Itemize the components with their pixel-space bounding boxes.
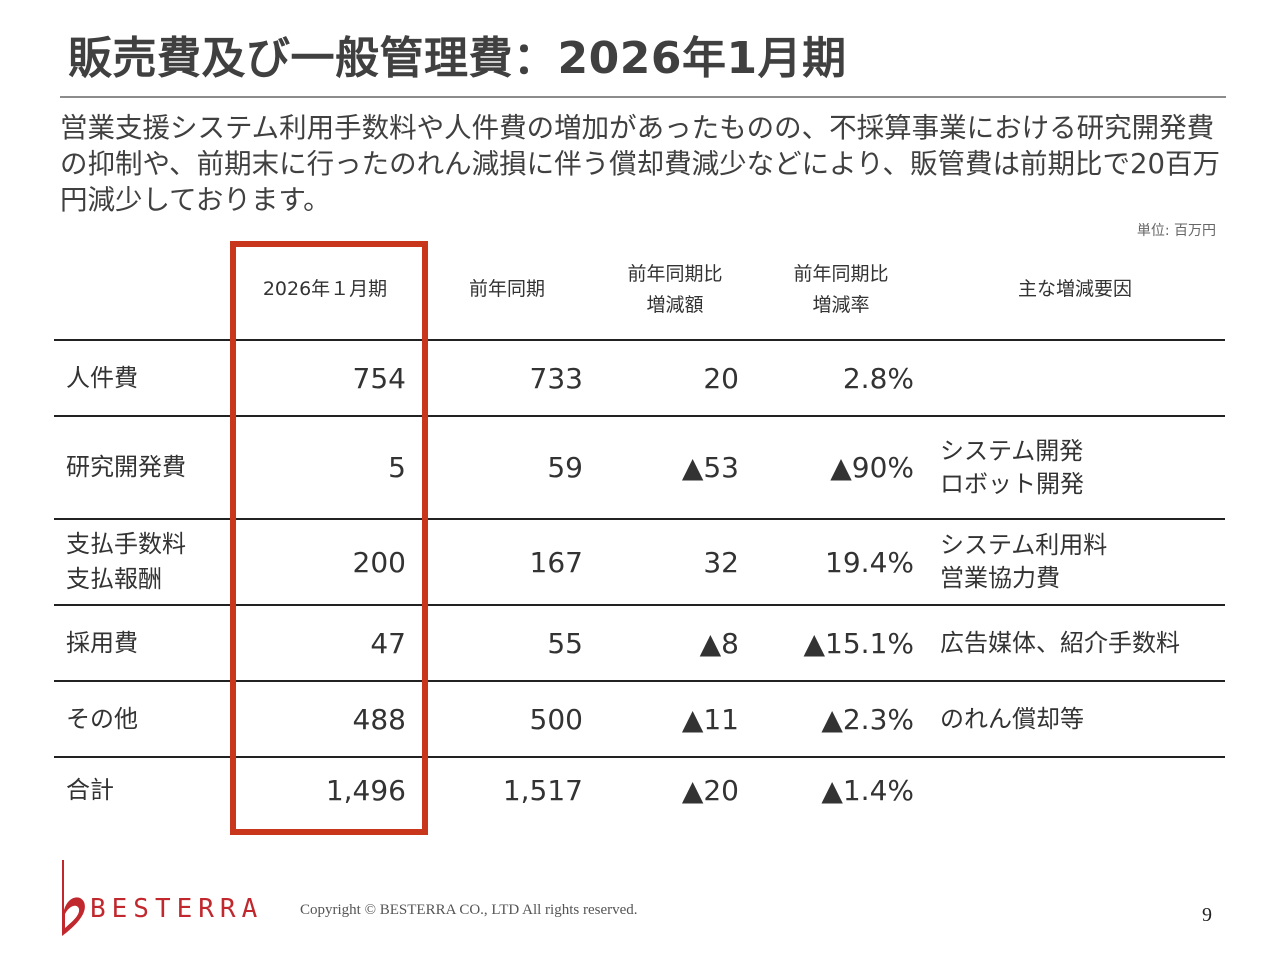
row-label-line2: 支払報酬 (66, 565, 162, 593)
cell-prior: 733 (529, 361, 583, 395)
table-row: その他 488 500 ▲11 ▲2.3% のれん償却等 (54, 680, 1225, 756)
cell-reason (940, 341, 1225, 415)
row-label: 支払手数料 支払報酬 (66, 520, 236, 604)
cell-diff: 20 (703, 361, 739, 395)
cell-prior: 500 (529, 702, 583, 736)
reason-line1: 広告媒体、紹介手数料 (940, 628, 1180, 657)
row-label: 人件費 (66, 341, 236, 415)
table-row: 研究開発費 5 59 ▲53 ▲90% システム開発 ロボット開発 (54, 415, 1225, 518)
reason-line2: ロボット開発 (940, 469, 1084, 498)
row-label-line1: 支払手数料 (66, 530, 186, 558)
reason-line1: システム開発 (940, 436, 1084, 465)
brand-text: BESTERRA (90, 894, 264, 924)
table-row-total: 合計 1,496 1,517 ▲20 ▲1.4% (54, 756, 1225, 822)
cell-reason: 広告媒体、紹介手数料 (940, 606, 1225, 680)
cell-diff: ▲53 (681, 451, 739, 484)
row-label-line1: 研究開発費 (66, 453, 186, 481)
cell-current: 47 (370, 626, 406, 660)
besterra-logo: BESTERRA (54, 858, 284, 944)
cell-diff: 32 (703, 545, 739, 579)
cell-reason: システム開発 ロボット開発 (940, 417, 1225, 518)
cell-prior: 1,517 (502, 773, 583, 807)
row-label: 合計 (66, 758, 236, 822)
current-period-highlight-box (230, 241, 428, 835)
cell-current: 1,496 (325, 773, 406, 807)
cell-prior: 55 (547, 626, 583, 660)
row-label: 研究開発費 (66, 417, 236, 518)
header-diff-line1: 前年同期比 (627, 262, 723, 285)
cell-prior: 59 (547, 451, 583, 484)
cell-current: 488 (352, 702, 406, 736)
page-number: 9 (1202, 904, 1212, 926)
row-label: その他 (66, 682, 236, 756)
row-label-line1: 採用費 (66, 628, 138, 657)
table-header-row: 2026年１月期 前年同期 前年同期比 増減額 前年同期比 増減率 主な増減要因 (54, 240, 1225, 339)
copyright-text: Copyright © BESTERRA CO., LTD All rights… (300, 902, 638, 918)
besterra-logo-icon (62, 860, 85, 936)
row-label-line1: 人件費 (66, 363, 138, 392)
header-rate-line2: 増減率 (812, 293, 870, 316)
cell-rate: 2.8% (842, 361, 914, 395)
cell-rate: ▲1.4% (821, 773, 914, 807)
cell-reason: のれん償却等 (940, 682, 1225, 756)
summary-text: 営業支援システム利用手数料や人件費の増加があったものの、不採算事業における研究開… (60, 112, 1221, 216)
cell-current: 200 (352, 545, 406, 579)
cell-diff: ▲8 (699, 626, 739, 660)
cell-reason: システム利用料 営業協力費 (940, 520, 1225, 604)
header-rate: 前年同期比 増減率 (766, 240, 916, 339)
header-diff: 前年同期比 増減額 (600, 240, 750, 339)
table-row: 採用費 47 55 ▲8 ▲15.1% 広告媒体、紹介手数料 (54, 604, 1225, 680)
cell-prior: 167 (529, 545, 583, 579)
cell-current: 5 (388, 451, 406, 484)
slide-title: 販売費及び一般管理費：2026年1月期 (68, 33, 847, 84)
cell-rate: ▲2.3% (821, 702, 914, 736)
cell-current: 754 (352, 361, 406, 395)
row-label: 採用費 (66, 606, 236, 680)
cell-rate: ▲15.1% (803, 626, 914, 660)
header-rate-line1: 前年同期比 (793, 262, 889, 285)
header-prior-period: 前年同期 (468, 278, 545, 300)
header-diff-line2: 増減額 (646, 293, 704, 316)
row-label-line1: 合計 (66, 775, 114, 804)
cell-reason (940, 758, 1225, 822)
reason-line1: のれん償却等 (940, 704, 1084, 733)
reason-line1: システム利用料 (940, 531, 1108, 559)
header-reason: 主な増減要因 (1017, 278, 1132, 300)
title-divider (60, 96, 1226, 98)
cell-rate: ▲90% (830, 451, 914, 484)
unit-label: 単位: 百万円 (1136, 223, 1216, 239)
cell-diff: ▲20 (681, 773, 739, 807)
reason-line2: 営業協力費 (940, 564, 1060, 592)
row-label-line1: その他 (66, 704, 138, 733)
header-current-period: 2026年１月期 (262, 278, 388, 300)
table-row: 支払手数料 支払報酬 200 167 32 19.4% システム利用料 営業協力… (54, 518, 1225, 604)
sga-table: 2026年１月期 前年同期 前年同期比 増減額 前年同期比 増減率 主な増減要因… (54, 240, 1225, 822)
cell-rate: 19.4% (825, 545, 914, 579)
table-row: 人件費 754 733 20 2.8% (54, 339, 1225, 415)
cell-diff: ▲11 (681, 702, 739, 736)
